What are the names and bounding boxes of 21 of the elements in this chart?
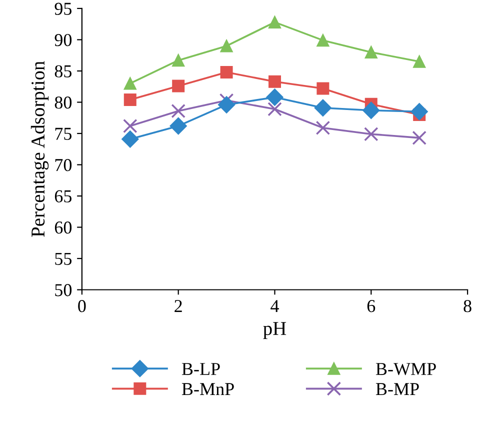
x-tick-label: 0 xyxy=(78,300,86,312)
y-tick-label: 75 xyxy=(55,128,72,140)
legend-label: B-LP xyxy=(182,363,220,375)
x-tick-label: 2 xyxy=(174,300,182,312)
x-tick-label: 4 xyxy=(270,300,279,312)
x-tick-label: 8 xyxy=(464,300,472,312)
y-tick-label: 65 xyxy=(54,190,72,202)
y-axis-title: Percentage Adsorption xyxy=(30,61,49,237)
x-axis-title: pH xyxy=(263,322,286,340)
y-tick-label: 85 xyxy=(54,65,72,78)
y-tick-label: 95 xyxy=(54,2,72,15)
x-tick-label: 6 xyxy=(367,300,376,312)
legend-label: B-MP xyxy=(376,383,419,396)
legend-label: B-MnP xyxy=(182,383,234,396)
legend-label: B-WMP xyxy=(376,363,436,376)
y-tick-label: 80 xyxy=(54,96,72,109)
y-tick-label: 90 xyxy=(54,34,72,46)
y-tick-label: 60 xyxy=(54,222,72,234)
y-tick-label: 50 xyxy=(55,284,72,296)
y-tick-label: 70 xyxy=(55,158,72,172)
y-tick-label: 55 xyxy=(55,252,72,265)
